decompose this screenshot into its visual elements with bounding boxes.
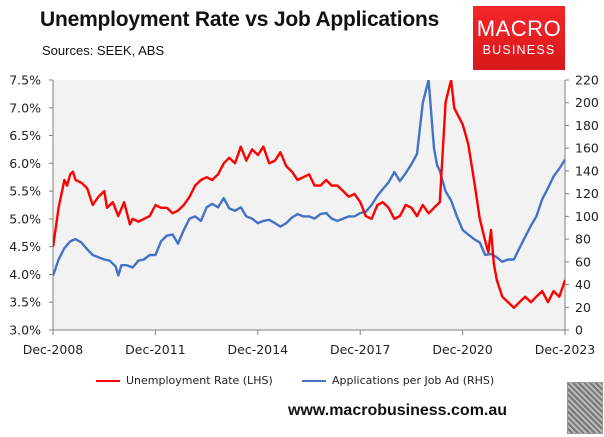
applications-per-job-ad-line [53, 80, 565, 277]
legend-label: Applications per Job Ad (RHS) [332, 374, 495, 387]
legend-label: Unemployment Rate (LHS) [126, 374, 273, 387]
right-axis-tick-label: 0 [575, 323, 583, 338]
legend-swatch-red-line-icon [96, 379, 120, 382]
unemployment-rate-line [53, 80, 565, 309]
x-axis: Dec-2008 Dec-2011 Dec-2014 Dec-2017 Dec-2020… [23, 329, 596, 357]
right-y-axis: 0 20 40 60 80 100 120 140 160 180 200 220 [564, 73, 599, 338]
left-axis-tick-label: 7.5% [9, 73, 41, 88]
right-axis-tick-label: 80 [575, 232, 591, 247]
legend-item-unemployment: Unemployment Rate (LHS) [96, 374, 273, 387]
series-layer [53, 80, 565, 309]
plot-area [53, 80, 565, 330]
right-axis-tick-label: 200 [575, 95, 599, 110]
left-axis-tick-label: 6.5% [9, 128, 41, 143]
right-axis-tick-label: 180 [575, 118, 599, 133]
logo-line-2: BUSINESS [482, 43, 556, 57]
logo-line-1: MACRO [476, 16, 562, 41]
right-axis-tick-label: 160 [575, 141, 599, 156]
right-axis-tick-label: 220 [575, 73, 599, 88]
left-axis-tick-label: 5.0% [9, 211, 41, 226]
x-axis-tick-label: Dec-2011 [125, 342, 186, 357]
left-axis-tick-label: 4.5% [9, 239, 41, 254]
left-axis-tick-label: 7.0% [9, 100, 41, 115]
x-axis-tick-label: Dec-2017 [330, 342, 391, 357]
left-axis-tick-label: 3.0% [9, 323, 41, 338]
legend-item-applications: Applications per Job Ad (RHS) [302, 374, 494, 387]
left-axis-tick-label: 3.5% [9, 295, 41, 310]
chart-subtitle: Sources: SEEK, ABS [42, 43, 165, 58]
macrobusiness-logo: MACRO BUSINESS [473, 6, 565, 70]
legend-swatch-blue-line-icon [302, 379, 326, 382]
chart-title: Unemployment Rate vs Job Applications [40, 8, 440, 31]
x-axis-tick-label: Dec-2008 [23, 342, 84, 357]
right-axis-tick-label: 40 [575, 277, 591, 292]
left-y-axis: 3.0% 3.5% 4.0% 4.5% 5.0% 5.5% 6.0% 6.5% 7.0% 7.5% [9, 73, 54, 338]
left-axis-tick-label: 6.0% [9, 156, 41, 171]
right-axis-tick-label: 60 [575, 254, 591, 269]
right-axis-tick-label: 100 [575, 209, 599, 224]
left-axis-tick-label: 5.5% [9, 184, 41, 199]
wolf-logo-icon [567, 382, 603, 434]
x-axis-tick-label: Dec-2020 [432, 342, 493, 357]
right-axis-tick-label: 120 [575, 186, 599, 201]
website-url: www.macrobusiness.com.au [288, 402, 508, 419]
left-axis-tick-label: 4.0% [9, 267, 41, 282]
x-axis-tick-label: Dec-2014 [228, 342, 289, 357]
x-axis-tick-label: Dec-2023 [535, 342, 596, 357]
right-axis-tick-label: 140 [575, 163, 599, 178]
right-axis-tick-label: 20 [575, 300, 591, 315]
